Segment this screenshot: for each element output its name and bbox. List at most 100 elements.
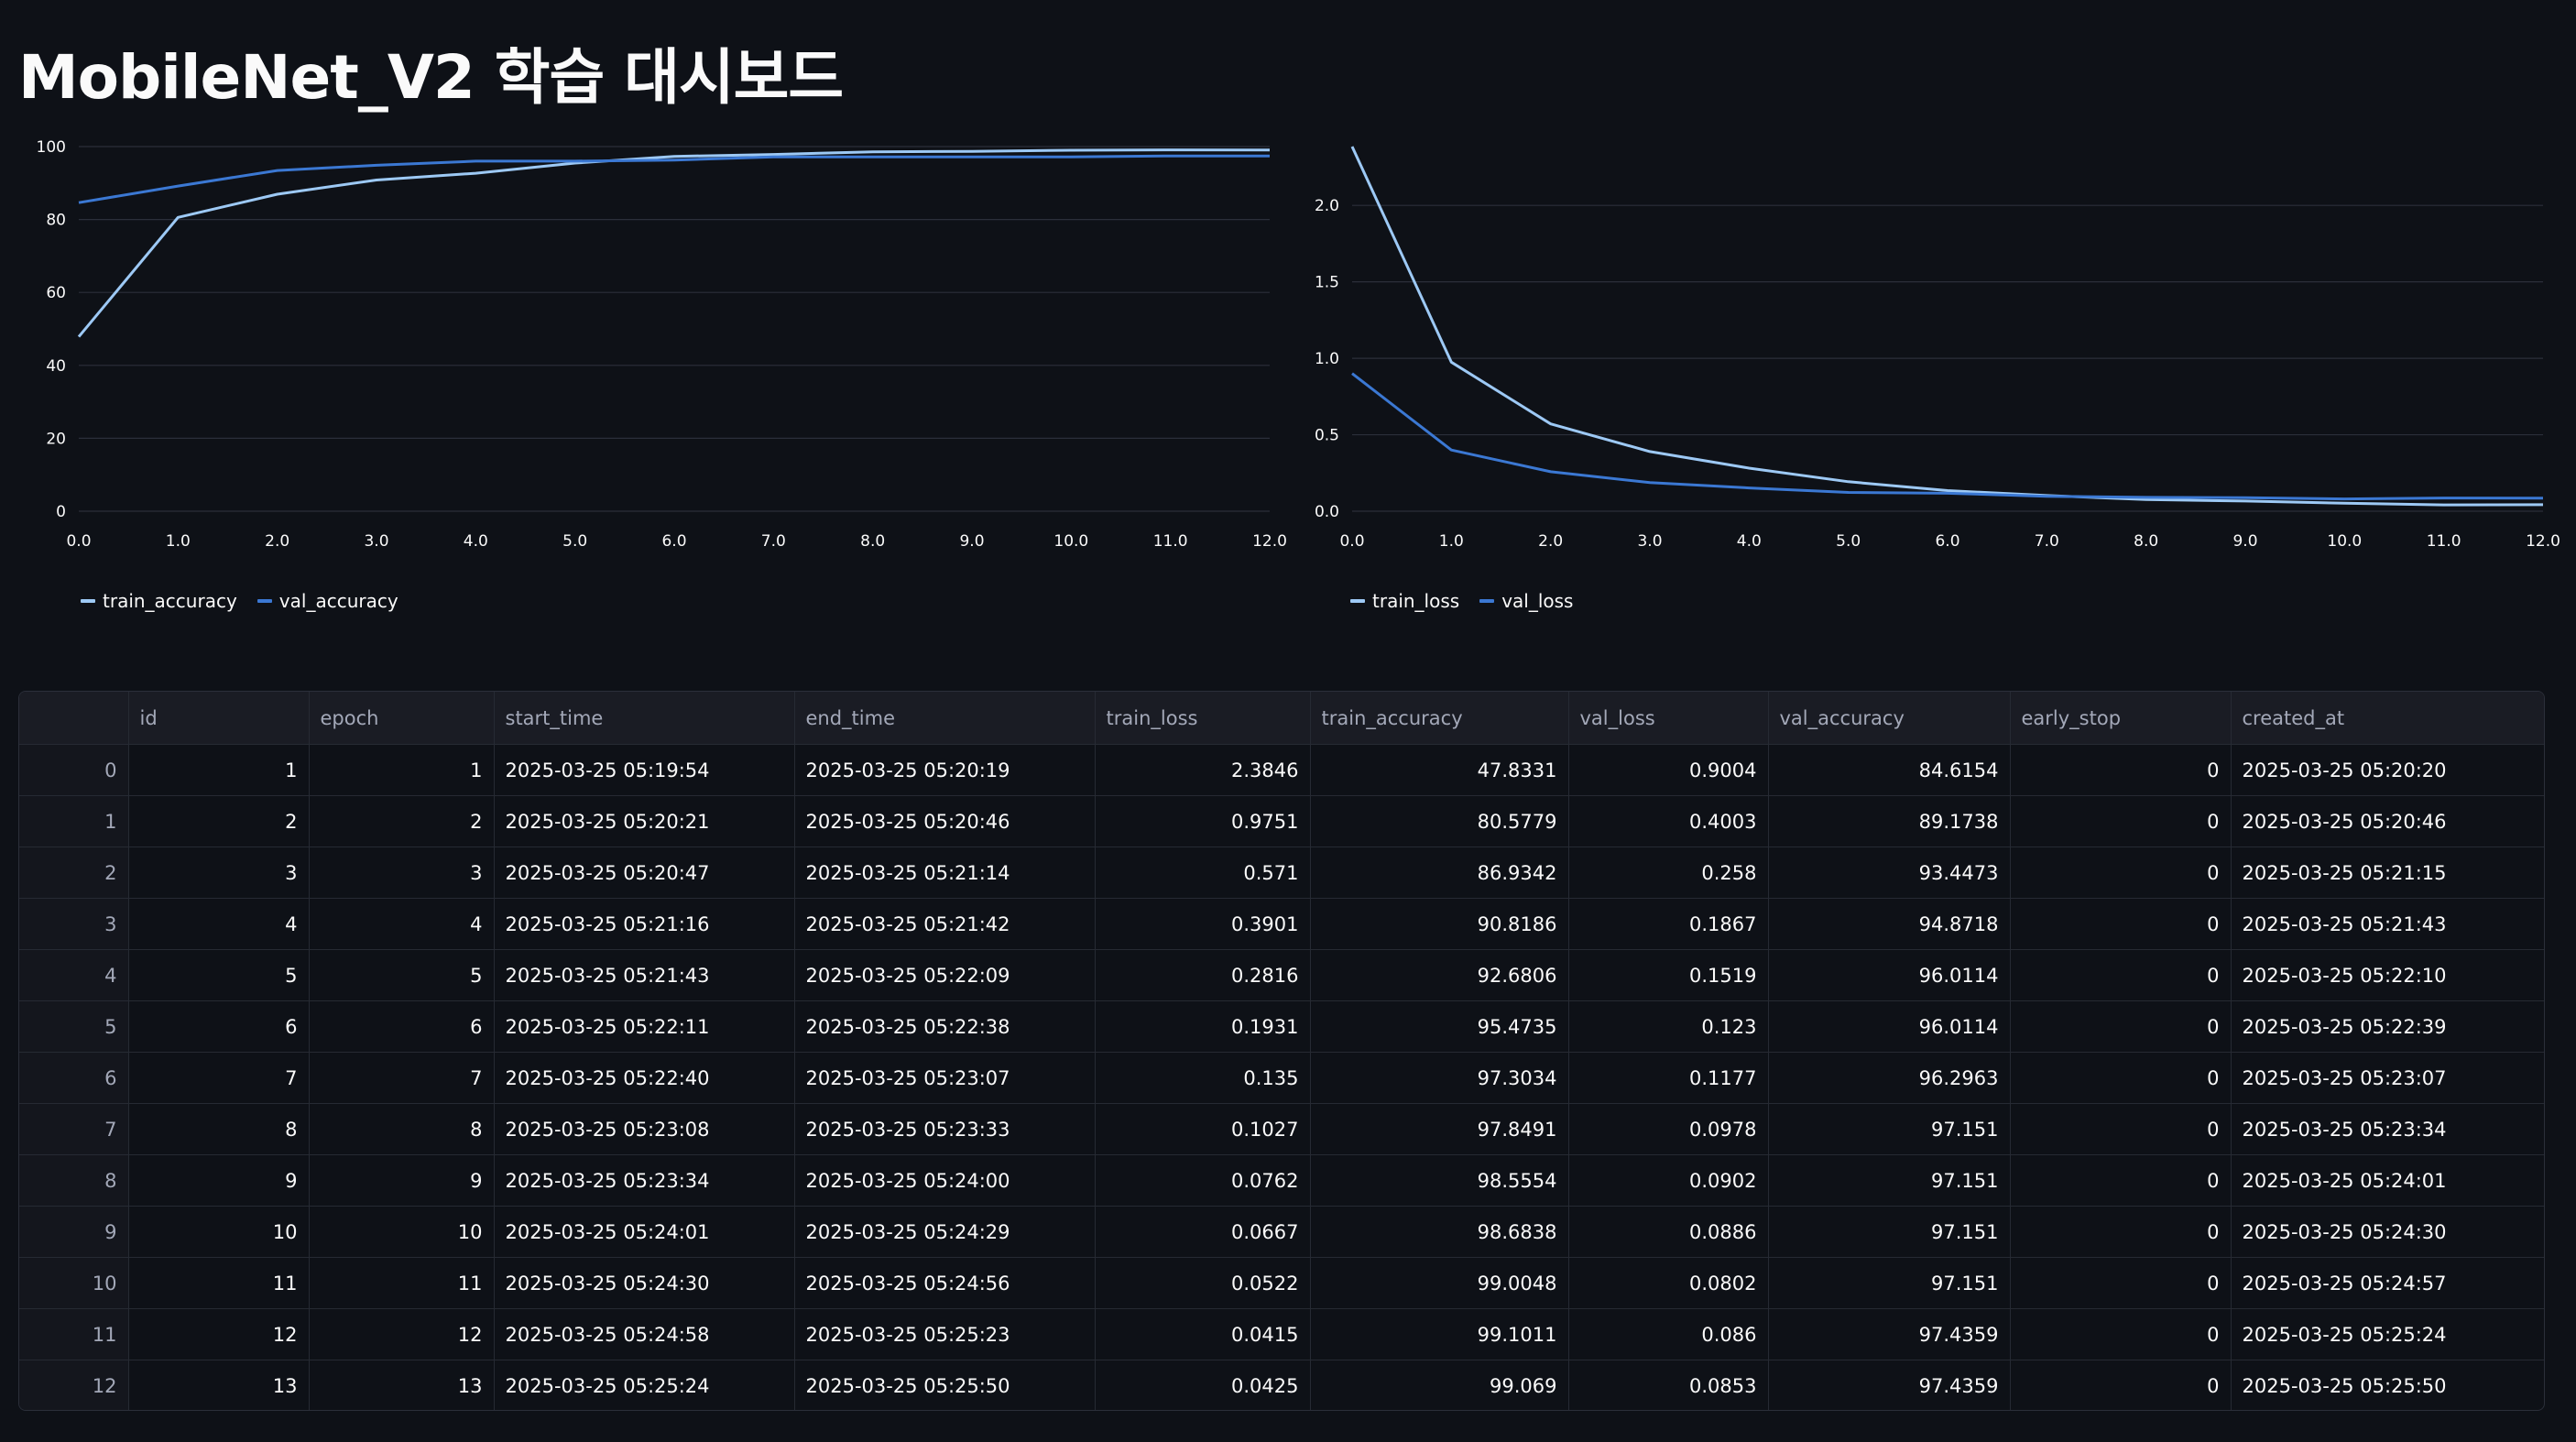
legend-item-val-loss[interactable]: val_loss: [1479, 590, 1573, 612]
table-cell-start_time[interactable]: 2025-03-25 05:23:34: [494, 1154, 795, 1207]
table-cell-early_stop[interactable]: 0: [2010, 847, 2232, 899]
table-cell-train_loss[interactable]: 0.3901: [1095, 898, 1311, 950]
legend-item-train-loss[interactable]: train_loss: [1350, 590, 1459, 612]
table-cell-epoch[interactable]: 6: [309, 1000, 495, 1053]
table-cell-val_loss[interactable]: 0.4003: [1568, 795, 1769, 847]
accuracy-chart[interactable]: 0 20 40 60 80 100 0.0 1.0 2.0 3.0 4.0 5.0 6.0 7.0 8.0 9…: [18, 128, 1287, 641]
table-cell-id[interactable]: 9: [128, 1154, 310, 1207]
table-cell-val_loss[interactable]: 0.9004: [1568, 744, 1769, 796]
table-cell-end_time[interactable]: 2025-03-25 05:24:00: [794, 1154, 1096, 1207]
table-cell-start_time[interactable]: 2025-03-25 05:24:30: [494, 1257, 795, 1309]
table-cell-val_accuracy[interactable]: 94.8718: [1768, 898, 2011, 950]
table-cell-val_loss[interactable]: 0.258: [1568, 847, 1769, 899]
table-cell-created_at[interactable]: 2025-03-25 05:23:34: [2231, 1103, 2544, 1155]
row-index-cell[interactable]: 7: [19, 1103, 129, 1155]
table-cell-train_accuracy[interactable]: 86.9342: [1310, 847, 1569, 899]
table-cell-early_stop[interactable]: 0: [2010, 1154, 2232, 1207]
table-cell-created_at[interactable]: 2025-03-25 05:21:43: [2231, 898, 2544, 950]
column-header-epoch[interactable]: epoch: [309, 692, 495, 745]
legend-item-val-accuracy[interactable]: val_accuracy: [257, 590, 398, 612]
table-row[interactable]: 5 6 6 2025-03-25 05:22:11 2025-03-25 05:22:3…: [19, 1000, 2544, 1053]
table-cell-id[interactable]: 8: [128, 1103, 310, 1155]
table-cell-val_accuracy[interactable]: 97.4359: [1768, 1360, 2011, 1410]
table-cell-early_stop[interactable]: 0: [2010, 1206, 2232, 1258]
table-cell-train_accuracy[interactable]: 98.6838: [1310, 1206, 1569, 1258]
table-cell-early_stop[interactable]: 0: [2010, 1000, 2232, 1053]
table-cell-val_accuracy[interactable]: 97.151: [1768, 1154, 2011, 1207]
table-cell-start_time[interactable]: 2025-03-25 05:20:47: [494, 847, 795, 899]
loss-chart-svg[interactable]: 0.0 0.5 1.0 1.5 2.0 0.0 1.0 2.0 3.0 4.0 5.0 6.0 7.0 8…: [1292, 128, 2560, 568]
table-cell-end_time[interactable]: 2025-03-25 05:21:42: [794, 898, 1096, 950]
table-row[interactable]: 4 5 5 2025-03-25 05:21:43 2025-03-25 05:22:0…: [19, 949, 2544, 1001]
accuracy-series-line-val_accuracy[interactable]: [78, 154, 1270, 204]
column-header-end_time[interactable]: end_time: [794, 692, 1096, 745]
table-row[interactable]: 12 13 13 2025-03-25 05:25:24 2025-03-25 05:2…: [19, 1360, 2544, 1410]
table-row[interactable]: 11 12 12 2025-03-25 05:24:58 2025-03-25 05:2…: [19, 1308, 2544, 1360]
table-cell-epoch[interactable]: 1: [309, 744, 495, 796]
table-cell-end_time[interactable]: 2025-03-25 05:23:07: [794, 1052, 1096, 1104]
table-cell-train_loss[interactable]: 0.2816: [1095, 949, 1311, 1001]
table-row[interactable]: 10 11 11 2025-03-25 05:24:30 2025-03-25 05:2…: [19, 1257, 2544, 1309]
table-row[interactable]: 1 2 2 2025-03-25 05:20:21 2025-03-25 05:20:4…: [19, 795, 2544, 847]
row-index-cell[interactable]: 1: [19, 795, 129, 847]
table-cell-start_time[interactable]: 2025-03-25 05:25:24: [494, 1360, 795, 1410]
table-cell-val_loss[interactable]: 0.1177: [1568, 1052, 1769, 1104]
table-cell-val_loss[interactable]: 0.1519: [1568, 949, 1769, 1001]
table-cell-id[interactable]: 4: [128, 898, 310, 950]
table-cell-epoch[interactable]: 11: [309, 1257, 495, 1309]
table-cell-id[interactable]: 7: [128, 1052, 310, 1104]
training-log-table[interactable]: id epoch start_time end_time train_loss train…: [18, 691, 2545, 1411]
table-cell-created_at[interactable]: 2025-03-25 05:25:50: [2242, 1374, 2447, 1397]
table-cell-val_accuracy[interactable]: 96.0114: [1768, 949, 2011, 1001]
column-header-start_time[interactable]: start_time: [494, 692, 795, 745]
column-header-created_at[interactable]: created_at: [2231, 692, 2544, 745]
column-header-id[interactable]: id: [128, 692, 310, 745]
row-index-cell[interactable]: 3: [19, 898, 129, 950]
table-cell-created_at[interactable]: 2025-03-25 05:23:07: [2231, 1052, 2544, 1104]
accuracy-series-line-train_accuracy[interactable]: [77, 148, 1271, 338]
table-cell-end_time[interactable]: 2025-03-25 05:22:38: [794, 1000, 1096, 1053]
table-cell-train_loss[interactable]: 0.9751: [1095, 795, 1311, 847]
loss-series-line-val_loss[interactable]: [1351, 372, 2544, 501]
table-cell-train_accuracy[interactable]: 90.8186: [1310, 898, 1569, 950]
table-row[interactable]: 0 1 1 2025-03-25 05:19:54 2025-03-25 05:20:1…: [19, 744, 2544, 796]
table-cell-epoch[interactable]: 7: [309, 1052, 495, 1104]
table-cell-train_accuracy[interactable]: 92.6806: [1310, 949, 1569, 1001]
column-header-val_accuracy[interactable]: val_accuracy: [1768, 692, 2011, 745]
table-cell-start_time[interactable]: 2025-03-25 05:21:16: [494, 898, 795, 950]
table-cell-created_at[interactable]: 2025-03-25 05:24:01: [2231, 1154, 2544, 1207]
table-row[interactable]: 3 4 4 2025-03-25 05:21:16 2025-03-25 05:21:4…: [19, 898, 2544, 950]
table-cell-early_stop[interactable]: 0: [2010, 1103, 2232, 1155]
table-cell-created_at[interactable]: 2025-03-25 05:22:10: [2231, 949, 2544, 1001]
table-cell-end_time[interactable]: 2025-03-25 05:20:19: [794, 744, 1096, 796]
table-cell-early_stop[interactable]: 0: [2010, 1308, 2232, 1360]
table-cell-id[interactable]: 2: [128, 795, 310, 847]
row-index-cell[interactable]: 6: [19, 1052, 129, 1104]
row-index-cell[interactable]: 5: [19, 1000, 129, 1053]
table-row[interactable]: 8 9 9 2025-03-25 05:23:34 2025-03-25 05:24:0…: [19, 1154, 2544, 1207]
table-cell-end_time[interactable]: 2025-03-25 05:20:46: [794, 795, 1096, 847]
table-cell-val_loss[interactable]: 0.123: [1568, 1000, 1769, 1053]
table-cell-val_accuracy[interactable]: 93.4473: [1768, 847, 2011, 899]
table-cell-created_at[interactable]: 2025-03-25 05:22:39: [2231, 1000, 2544, 1053]
table-cell-val_loss[interactable]: 0.086: [1568, 1308, 1769, 1360]
table-cell-epoch[interactable]: 2: [309, 795, 495, 847]
table-cell-created_at[interactable]: 2025-03-25 05:24:57: [2231, 1257, 2544, 1309]
table-cell-train_loss[interactable]: 0.135: [1095, 1052, 1311, 1104]
accuracy-chart-svg[interactable]: 0 20 40 60 80 100 0.0 1.0 2.0 3.0 4.0 5.0 6.0 7.0 8.0 9…: [18, 128, 1287, 568]
table-cell-val_accuracy[interactable]: 96.2963: [1768, 1052, 2011, 1104]
row-index-cell[interactable]: 9: [19, 1206, 129, 1258]
table-cell-train_loss[interactable]: 0.0522: [1095, 1257, 1311, 1309]
table-cell-val_loss[interactable]: 0.0853: [1568, 1360, 1769, 1410]
table-cell-end_time[interactable]: 2025-03-25 05:25:23: [794, 1308, 1096, 1360]
table-cell-train_loss[interactable]: 0.1027: [1095, 1103, 1311, 1155]
table-cell-epoch[interactable]: 3: [309, 847, 495, 899]
table-cell-start_time[interactable]: 2025-03-25 05:19:54: [494, 744, 795, 796]
loss-chart[interactable]: 0.0 0.5 1.0 1.5 2.0 0.0 1.0 2.0 3.0 4.0 5.0 6.0 7.0 8…: [1292, 128, 2560, 641]
table-cell-id[interactable]: 1: [128, 744, 310, 796]
table-cell-end_time[interactable]: 2025-03-25 05:24:56: [794, 1257, 1096, 1309]
table-cell-train_loss[interactable]: 0.0667: [1095, 1206, 1311, 1258]
column-header-index[interactable]: [19, 692, 129, 745]
row-index-cell[interactable]: 8: [19, 1154, 129, 1207]
table-cell-epoch[interactable]: 9: [309, 1154, 495, 1207]
